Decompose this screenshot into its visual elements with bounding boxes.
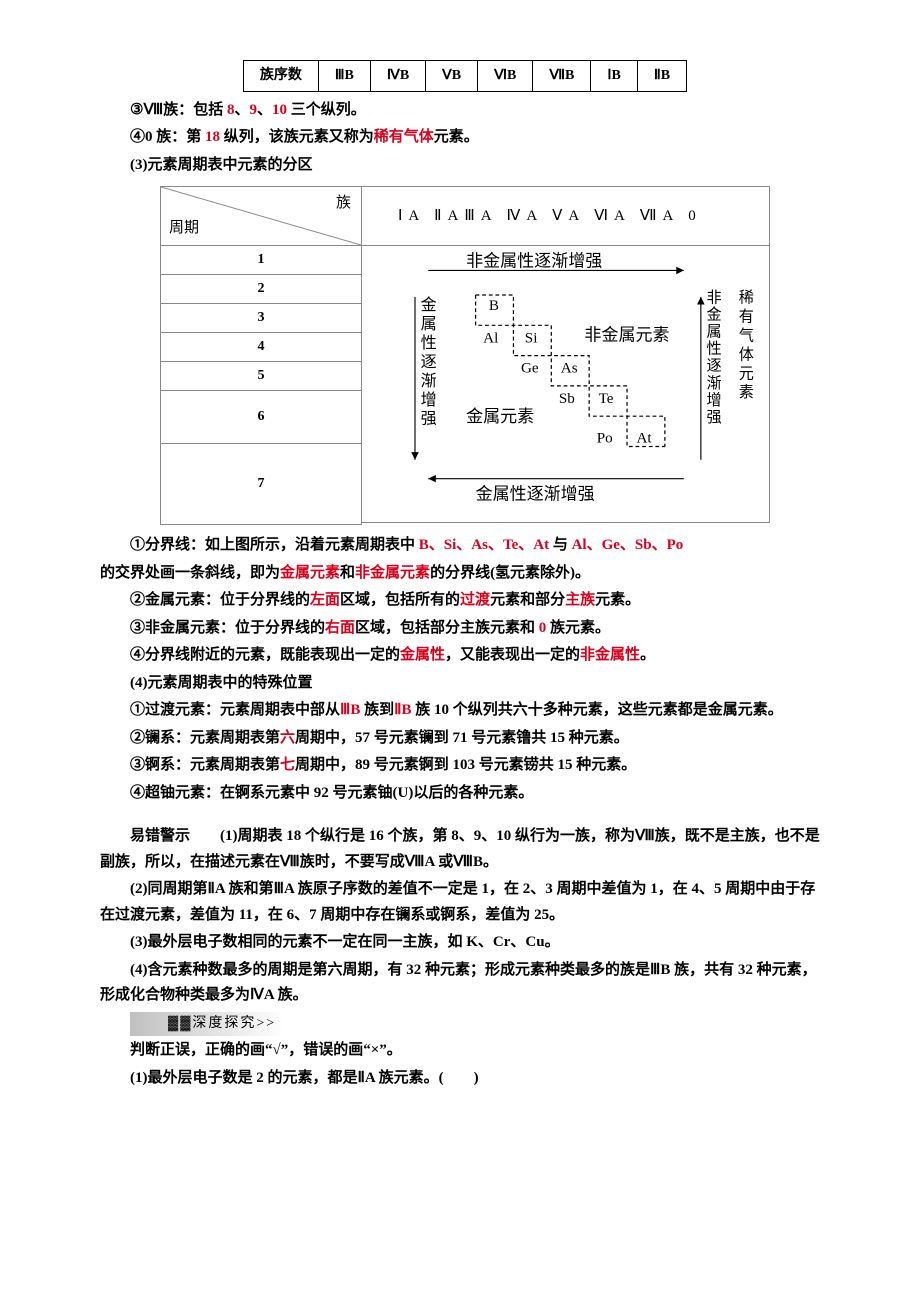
svg-text:金属性逐渐增强: 金属性逐渐增强: [421, 296, 437, 428]
warn-4: (4)含元素种数最多的周期是第六周期，有 32 种元素；形成元素种类最多的族是Ⅲ…: [100, 958, 830, 1009]
periodic-figure: 族 周期 ⅠA ⅡAⅢA ⅣA ⅤA ⅥA ⅦA 0 1 2 3 4 5 6 7: [160, 186, 770, 525]
svg-text:Si: Si: [525, 331, 538, 347]
warn-3: (3)最外层电子数相同的元素不一定在同一主族，如 K、Cr、Cu。: [100, 930, 830, 956]
heading-4: (4)元素周期表中的特殊位置: [100, 671, 830, 697]
p4: ④分界线附近的元素，既能表现出一定的金属性，又能表现出一定的非金属性。: [100, 643, 830, 669]
heading-3: (3)元素周期表中元素的分区: [100, 153, 830, 179]
svg-text:Po: Po: [597, 431, 613, 447]
p2: ②金属元素：位于分界线的左面区域，包括所有的过渡元素和部分主族元素。: [100, 588, 830, 614]
q1: (1)最外层电子数是 2 的元素，都是ⅡA 族元素。( ): [100, 1066, 830, 1092]
group-cell: ⅢB: [318, 61, 370, 92]
p3: ③非金属元素：位于分界线的右面区域，包括部分主族元素和 0 族元素。: [100, 616, 830, 642]
svg-text:金属元素: 金属元素: [466, 407, 534, 426]
p8: ③锕系：元素周期表第七周期中，89 号元素锕到 103 号元素铹共 15 种元素…: [100, 753, 830, 779]
group-cell: ⅡB: [637, 61, 686, 92]
svg-text:非金属性逐渐增强: 非金属性逐渐增强: [707, 290, 722, 426]
group-cell: ⅥB: [478, 61, 533, 92]
svg-text:B: B: [489, 298, 499, 314]
svg-text:As: As: [561, 361, 578, 377]
p7: ②镧系：元素周期表第六周期中，57 号元素镧到 71 号元素镥共 15 种元素。: [100, 726, 830, 752]
svg-text:稀有气体元素: 稀有气体元素: [739, 290, 754, 402]
group-cell: ⅦB: [533, 61, 591, 92]
p6: ①过渡元素：元素周期表中部从ⅢB 族到ⅡB 族 10 个纵列共六十多种元素，这些…: [100, 698, 830, 724]
p9: ④超铀元素：在锕系元素中 92 号元素铀(U)以后的各种元素。: [100, 781, 830, 807]
group-table: 族序数 ⅢB ⅣB ⅤB ⅥB ⅦB ⅠB ⅡB: [243, 60, 687, 92]
svg-text:非金属元素: 非金属元素: [584, 326, 669, 345]
fig-diagram: 非金属性逐渐增强 B Al Si Ge As Sb Te Po At: [362, 246, 770, 523]
svg-text:非金属性逐渐增强: 非金属性逐渐增强: [466, 252, 602, 271]
group-table-header: 族序数: [243, 61, 318, 92]
svg-text:Sb: Sb: [559, 391, 575, 407]
group-cell: ⅤB: [426, 61, 478, 92]
svg-text:At: At: [636, 431, 652, 447]
fig-group-labels: ⅠA ⅡAⅢA ⅣA ⅤA ⅥA ⅦA 0: [362, 186, 770, 246]
group-cell: ⅠB: [591, 61, 637, 92]
p1b: 的交界处画一条斜线，即为金属元素和非金属元素的分界线(氢元素除外)。: [100, 561, 830, 587]
line-zero-group: ④0 族：第 18 纵列，该族元素又称为稀有气体元素。: [100, 125, 830, 151]
warn-1: 易错警示 (1)周期表 18 个纵行是 16 个族，第 8、9、10 纵行为一族…: [100, 824, 830, 875]
svg-text:Ge: Ge: [521, 361, 539, 377]
deep-label: ▓▓深度探究>>: [100, 1011, 830, 1037]
group-cell: ⅣB: [370, 61, 425, 92]
tf-instr: 判断正误，正确的画“√”，错误的画“×”。: [100, 1038, 830, 1064]
p1: ①分界线：如上图所示，沿着元素周期表中 B、Si、As、Te、At 与 Al、G…: [100, 533, 830, 559]
warn-2: (2)同周期第ⅡA 族和第ⅢA 族原子序数的差值不一定是 1，在 2、3 周期中…: [100, 877, 830, 928]
svg-text:金属性逐渐增强: 金属性逐渐增强: [476, 485, 595, 504]
svg-text:Al: Al: [483, 331, 498, 347]
fig-header-left: 族 周期: [160, 186, 362, 246]
line-viii: ③Ⅷ族：包括 8、9、10 三个纵列。: [100, 98, 830, 124]
fig-period-column: 1 2 3 4 5 6 7: [160, 246, 362, 525]
svg-text:Te: Te: [599, 391, 614, 407]
